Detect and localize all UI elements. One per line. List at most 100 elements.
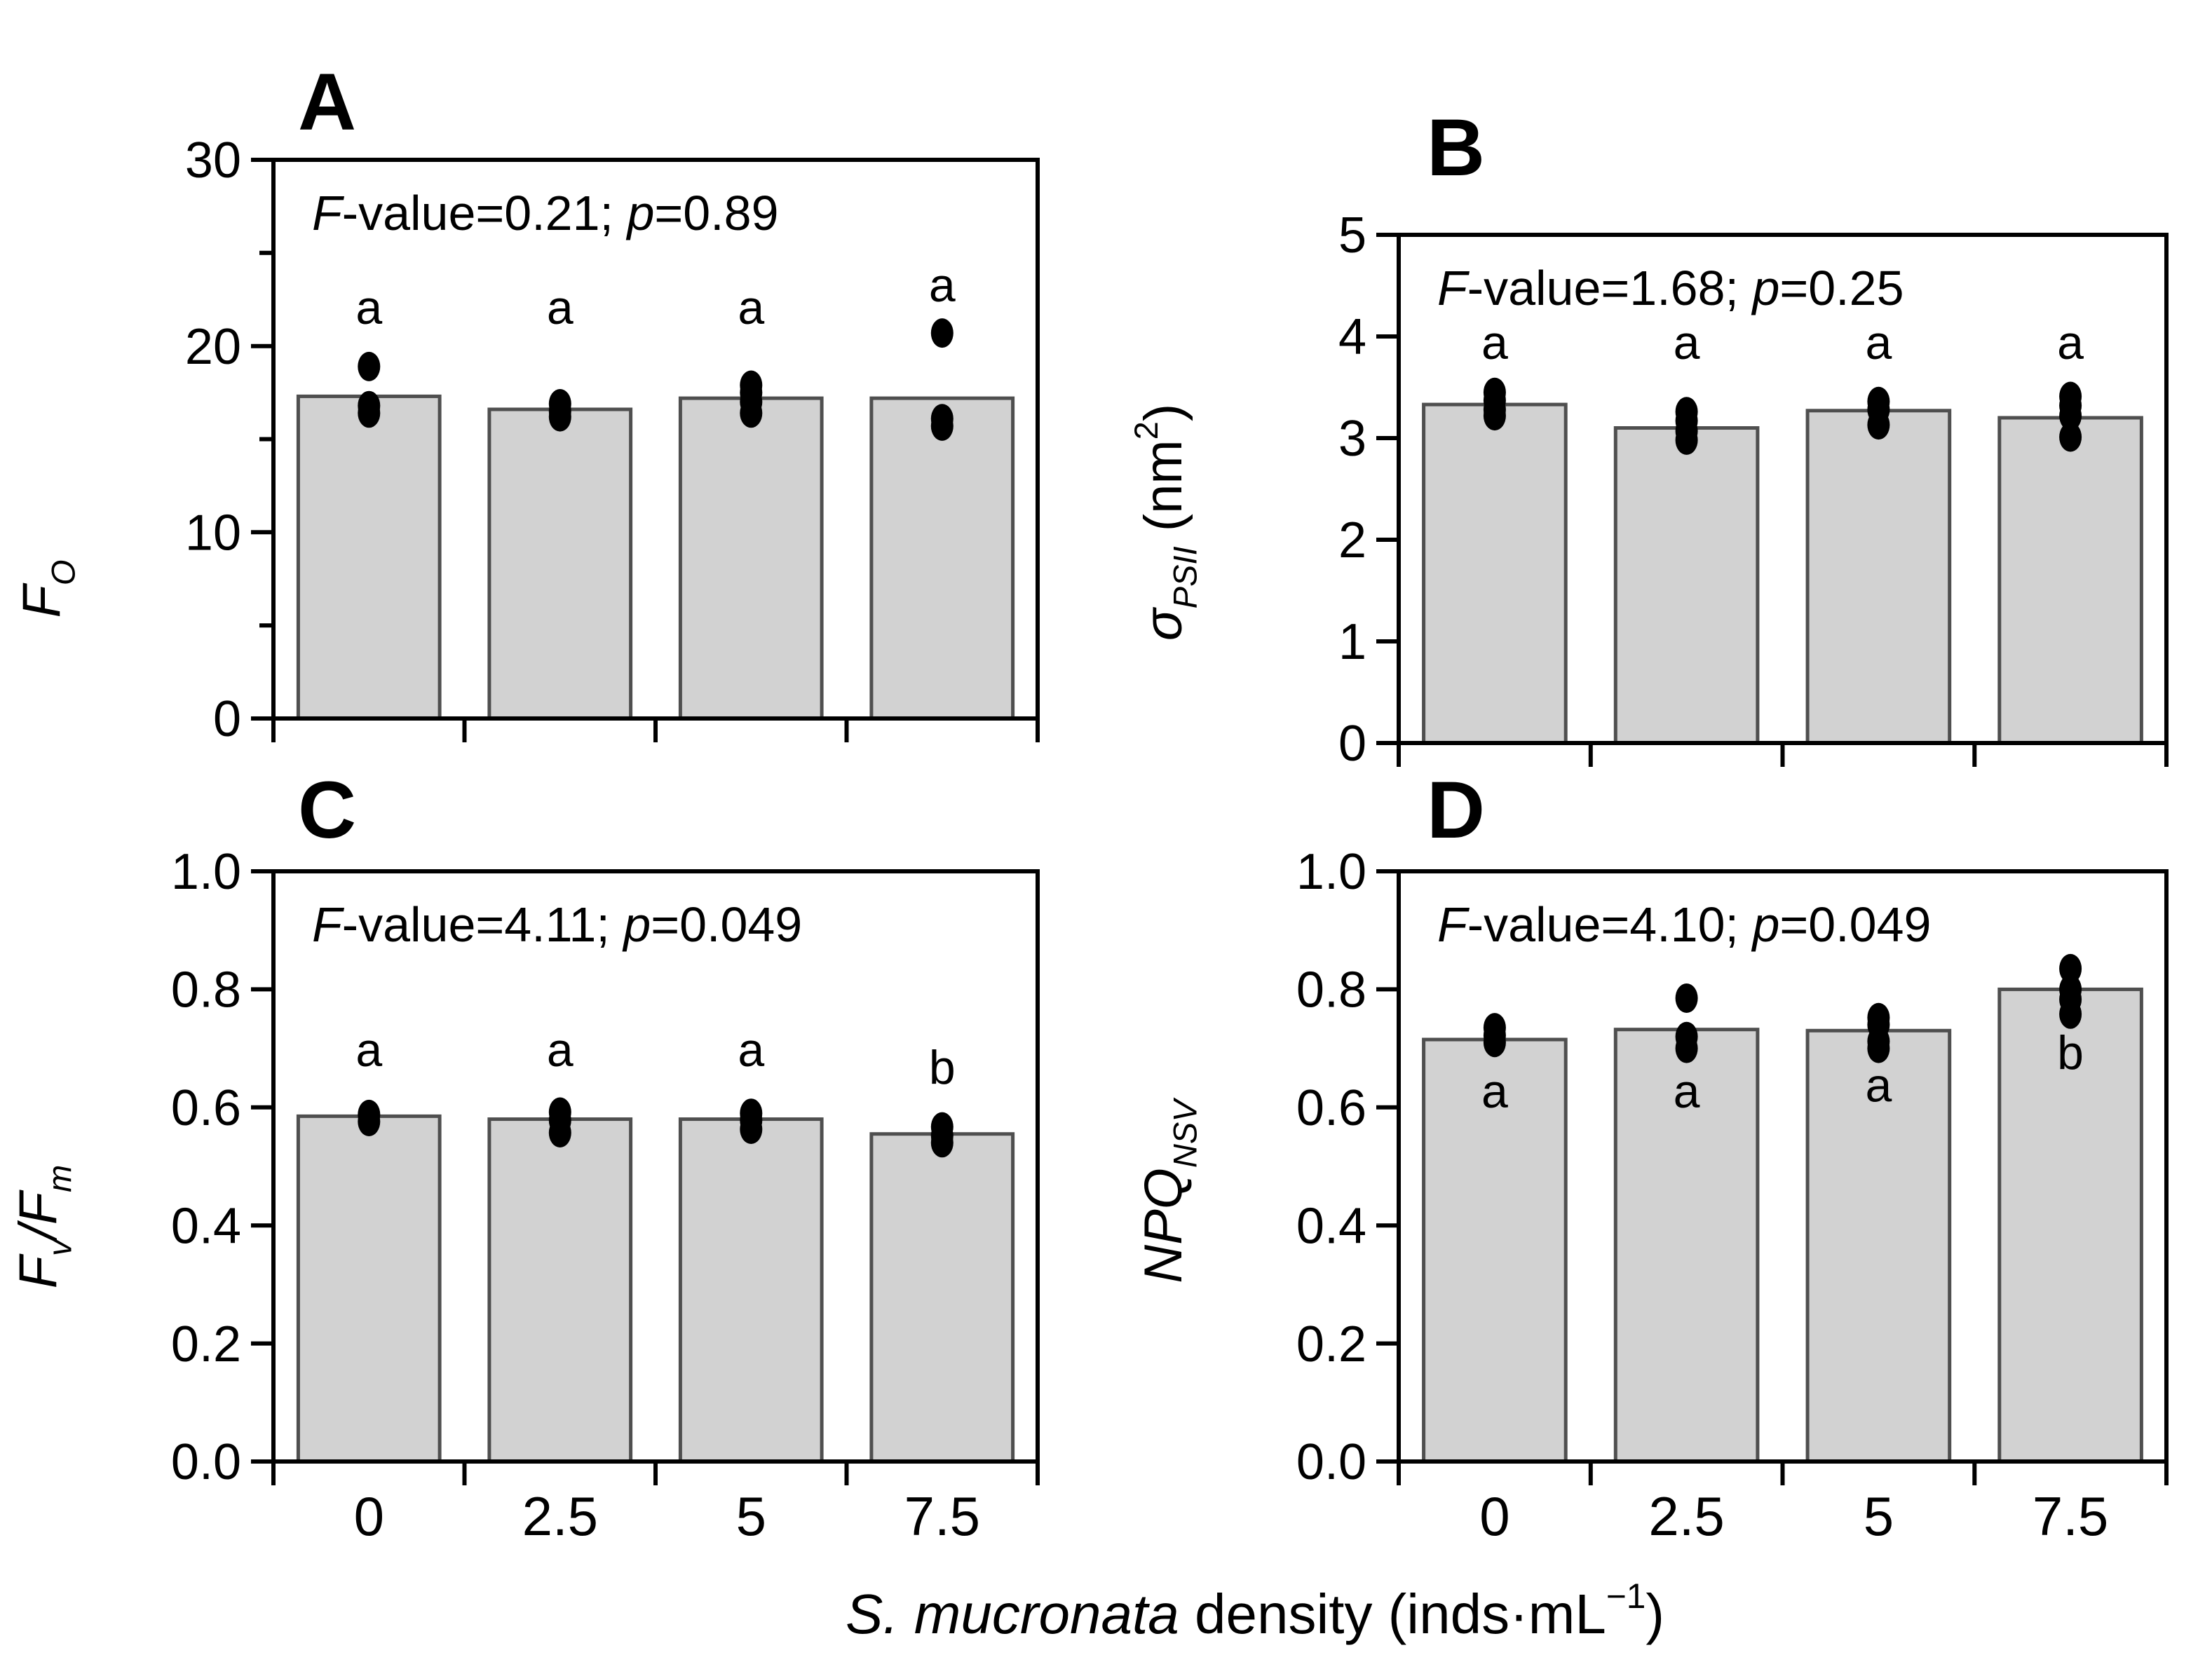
y-tick-label-A: 0 <box>213 691 241 747</box>
sig-letter-A-0: a <box>355 281 382 334</box>
y-axis-label-A: FO <box>12 559 81 618</box>
x-tick-label-C-5: 5 <box>736 1485 766 1547</box>
sig-letter-D-5: a <box>1865 1058 1892 1112</box>
sig-letter-A-5: a <box>738 281 764 334</box>
data-point-A-7.5 <box>930 411 954 441</box>
data-point-B-0 <box>1483 401 1506 431</box>
data-point-C-2.5 <box>548 1118 571 1147</box>
bar-B-2.5 <box>1613 426 1760 745</box>
sig-letter-D-2.5: a <box>1674 1065 1700 1118</box>
bar-D-5 <box>1805 1028 1952 1464</box>
bar-A-5 <box>678 396 824 721</box>
bar-A-2.5 <box>487 407 633 721</box>
bar-A-0 <box>296 394 442 721</box>
stats-annotation-B: F-value=1.68; p=0.25 <box>1437 261 1904 315</box>
y-axis-label-D: NPQNSV <box>1134 1097 1203 1283</box>
data-point-C-0 <box>358 1107 381 1136</box>
x-axis-title: S. mucronata density (inds·mL−1) <box>846 1576 1664 1645</box>
sig-letter-A-7.5: a <box>929 259 956 312</box>
sig-letter-D-7.5: b <box>2057 1026 2084 1079</box>
sig-letter-B-2.5: a <box>1674 316 1700 369</box>
y-tick-label-D: 0.4 <box>1296 1198 1366 1254</box>
y-tick-label-C: 0.4 <box>171 1198 241 1254</box>
x-tick-label-D-7.5: 7.5 <box>2033 1485 2108 1547</box>
x-tick-label-C-7.5: 7.5 <box>904 1485 980 1547</box>
y-tick-label-C: 1.0 <box>171 844 241 900</box>
y-tick-label-D: 0.8 <box>1296 962 1366 1018</box>
panel-letter-A: A <box>298 57 356 147</box>
y-tick-label-B: 1 <box>1338 614 1366 670</box>
data-point-C-7.5 <box>930 1128 954 1158</box>
bar-D-7.5 <box>1997 987 2143 1464</box>
bar-C-2.5 <box>487 1117 633 1464</box>
bar-B-7.5 <box>1997 416 2143 745</box>
y-tick-label-B: 0 <box>1338 716 1366 772</box>
y-tick-label-D: 1.0 <box>1296 844 1366 900</box>
bar-D-2.5 <box>1613 1028 1760 1464</box>
y-tick-label-D: 0.0 <box>1296 1434 1366 1490</box>
bar-C-0 <box>296 1114 442 1464</box>
y-tick-label-B: 5 <box>1338 207 1366 264</box>
y-tick-label-A: 20 <box>185 319 241 375</box>
panel-letter-C: C <box>298 765 356 855</box>
x-tick-label-C-2.5: 2.5 <box>522 1485 598 1547</box>
y-tick-label-D: 0.6 <box>1296 1080 1366 1136</box>
y-tick-label-C: 0.2 <box>171 1316 241 1372</box>
data-point-B-7.5 <box>2059 422 2082 452</box>
y-tick-label-B: 3 <box>1338 411 1366 467</box>
y-axis-label-C: Fv/Fm <box>8 1165 78 1289</box>
bar-A-7.5 <box>869 396 1015 721</box>
y-tick-label-C: 0.0 <box>171 1434 241 1490</box>
sig-letter-B-5: a <box>1865 316 1892 369</box>
y-tick-label-A: 10 <box>185 505 241 561</box>
data-point-D-2.5 <box>1675 983 1698 1013</box>
x-tick-label-C-0: 0 <box>354 1485 384 1547</box>
stats-annotation-D: F-value=4.10; p=0.049 <box>1437 897 1931 952</box>
data-point-A-5 <box>740 398 763 428</box>
sig-letter-A-2.5: a <box>547 281 574 334</box>
data-point-D-5 <box>1867 1033 1890 1063</box>
data-point-D-7.5 <box>2059 953 2082 983</box>
panel-letter-B: B <box>1427 103 1485 193</box>
y-tick-label-B: 4 <box>1338 309 1366 365</box>
y-tick-label-C: 0.6 <box>171 1080 241 1136</box>
data-point-A-0 <box>358 398 381 428</box>
x-tick-label-D-0: 0 <box>1479 1485 1509 1547</box>
panel-letter-D: D <box>1427 765 1485 855</box>
data-point-C-5 <box>740 1115 763 1144</box>
data-point-D-7.5 <box>2059 999 2082 1029</box>
y-tick-label-D: 0.2 <box>1296 1316 1366 1372</box>
sig-letter-C-7.5: b <box>929 1041 956 1094</box>
bar-C-7.5 <box>869 1132 1015 1464</box>
data-point-A-2.5 <box>548 402 571 432</box>
panel-A: A 0 10 20 30 a a a a F-value=0.21; p=0.89 FO <box>12 57 1040 747</box>
bar-B-5 <box>1805 409 1952 745</box>
data-point-B-2.5 <box>1675 425 1698 455</box>
x-tick-label-D-2.5: 2.5 <box>1648 1485 1724 1547</box>
data-point-B-7.5 <box>2059 401 2082 431</box>
y-tick-label-B: 2 <box>1338 512 1366 568</box>
sig-letter-C-2.5: a <box>547 1023 574 1077</box>
y-tick-label-A: 30 <box>185 132 241 189</box>
data-point-A-0 <box>358 351 381 381</box>
data-point-D-2.5 <box>1675 1033 1698 1063</box>
stats-annotation-A: F-value=0.21; p=0.89 <box>312 186 779 240</box>
bar-C-5 <box>678 1117 824 1464</box>
y-axis-label-B: σPSII (nm2) <box>1127 404 1204 641</box>
sig-letter-B-7.5: a <box>2057 316 2084 369</box>
panel-C: C 0.0 0.2 0.4 0.6 0.8 1.0 0 2.5 5 7.5 a a a b F-value=4… <box>8 765 1040 1547</box>
y-tick-label-C: 0.8 <box>171 962 241 1018</box>
x-tick-label-D-5: 5 <box>1864 1485 1894 1547</box>
stats-annotation-C: F-value=4.11; p=0.049 <box>312 897 802 952</box>
panel-D: D 0.0 0.2 0.4 0.6 0.8 1.0 0 2.5 5 7.5 a a a b F-value=4… <box>1134 765 2169 1547</box>
sig-letter-C-0: a <box>355 1023 382 1077</box>
data-point-D-0 <box>1483 1028 1506 1058</box>
data-point-B-5 <box>1867 410 1890 440</box>
sig-letter-D-0: a <box>1481 1065 1508 1118</box>
sig-letter-B-0: a <box>1481 316 1508 369</box>
data-point-A-7.5 <box>930 318 954 348</box>
bar-B-0 <box>1422 402 1568 745</box>
